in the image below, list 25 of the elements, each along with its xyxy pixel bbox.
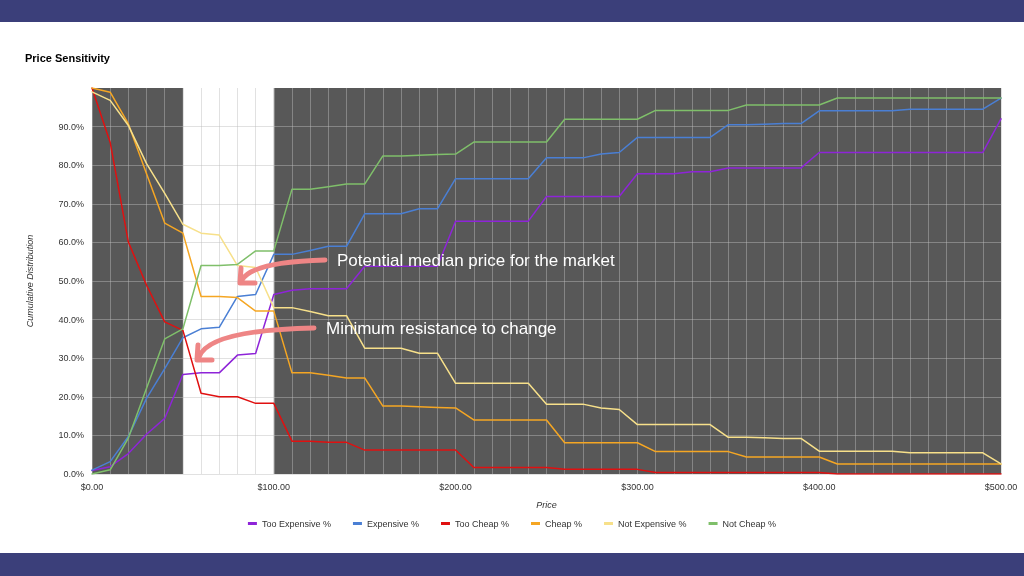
x-axis-title: Price <box>536 499 557 510</box>
y-tick-label: 40.0% <box>58 314 84 325</box>
x-tick-label: $100.00 <box>257 481 291 492</box>
legend-label: Cheap % <box>545 518 583 529</box>
chart-title: Price Sensitivity <box>25 51 111 64</box>
legend-label: Too Expensive % <box>261 518 331 529</box>
y-tick-label: 30.0% <box>58 353 84 364</box>
x-tick-label: $0.00 <box>80 481 104 492</box>
y-tick-label: 90.0% <box>58 121 84 132</box>
y-axis-title: Cumulative Distribution <box>24 234 35 328</box>
y-tick-label: 0.0% <box>63 469 84 479</box>
y-tick-label: 80.0% <box>58 160 84 171</box>
legend-label: Too Cheap % <box>454 518 510 529</box>
x-tick-label: $500.00 <box>984 481 1018 492</box>
y-tick-label: 50.0% <box>58 276 84 286</box>
legend-label: Not Cheap % <box>722 518 777 529</box>
legend-label: Not Expensive % <box>618 518 687 529</box>
x-tick-label: $200.00 <box>439 481 472 492</box>
legend-label: Expensive % <box>366 518 419 529</box>
y-tick-label: 60.0% <box>58 237 84 248</box>
y-tick-label: 10.0% <box>58 430 84 441</box>
x-tick-label: $300.00 <box>621 481 654 492</box>
x-tick-label: $400.00 <box>802 481 836 492</box>
y-tick-label: 70.0% <box>58 198 84 209</box>
y-tick-label: 20.0% <box>58 391 84 402</box>
